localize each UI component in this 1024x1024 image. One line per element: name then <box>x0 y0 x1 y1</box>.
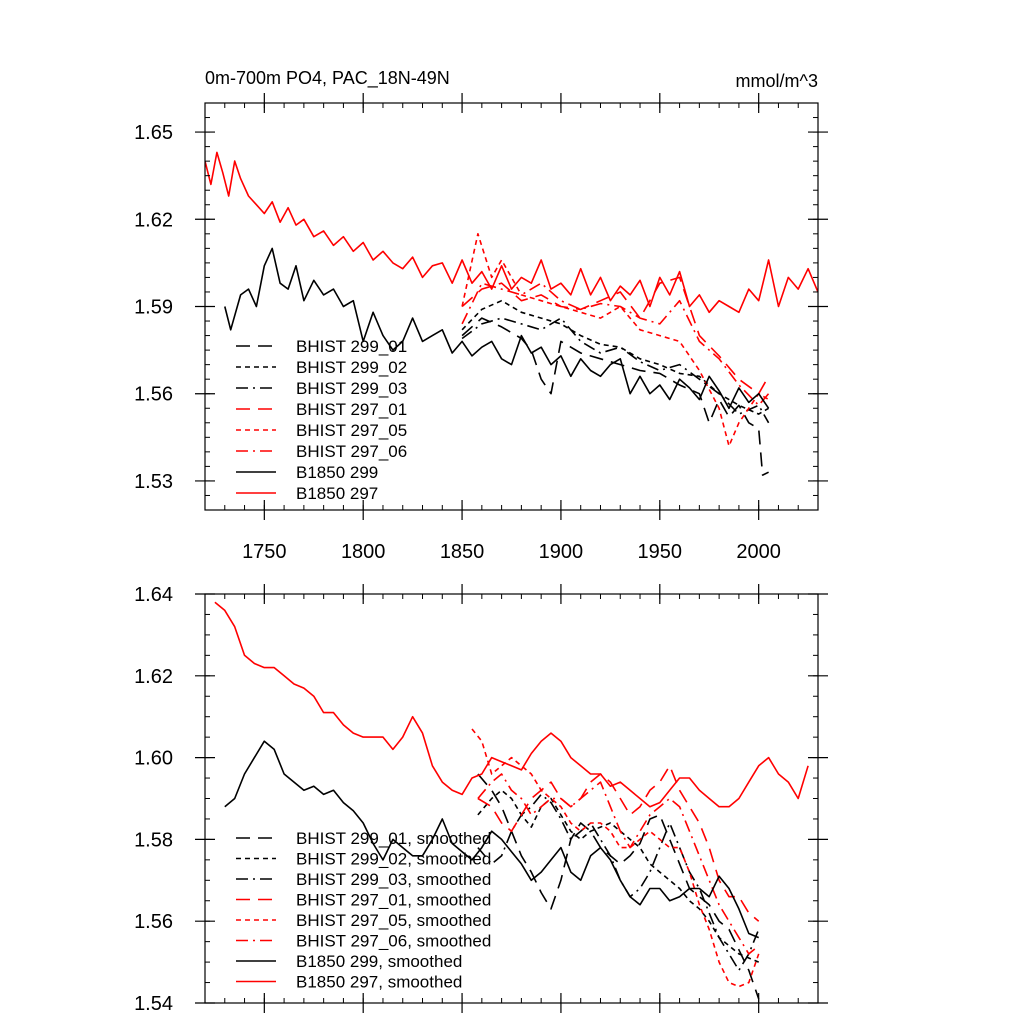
x-tick-label: 1750 <box>242 541 287 563</box>
x-tick-label: 1900 <box>539 541 584 563</box>
y-tick-label: 1.62 <box>134 666 173 688</box>
legend-label: BHIST 297_01 <box>296 400 407 419</box>
legend-label: B1850 297 <box>296 484 378 503</box>
top-panel: 0m-700m PO4, PAC_18N-49N mmol/m^3 1750 18… <box>134 68 828 563</box>
y-tick-label: 1.60 <box>134 748 173 770</box>
legend-label: BHIST 299_01, smoothed <box>296 829 491 848</box>
y-tick-label: 1.62 <box>134 209 173 231</box>
x-tick-label: 1950 <box>638 541 683 563</box>
legend-label: BHIST 297_05 <box>296 421 407 440</box>
bottom-panel: 1.54 1.56 1.58 1.60 1.62 1.64 BHIST 299_01, sm… <box>134 584 828 1015</box>
legend-label: BHIST 299_02 <box>296 358 407 377</box>
series-line-2 <box>461 299 770 415</box>
top-plot-area: 1750 1800 1850 1900 1950 2000 1.53 1.56 1.59 1.62… <box>134 93 828 563</box>
series-line-2 <box>477 789 760 963</box>
series-group <box>205 151 818 476</box>
legend-label: BHIST 297_06 <box>296 442 407 461</box>
series-line-7 <box>224 247 770 410</box>
series-line-8 <box>214 601 809 808</box>
series-line-1 <box>461 317 769 476</box>
series-line-6 <box>461 282 770 407</box>
x-tick-label: 1850 <box>440 541 485 563</box>
series-line-4 <box>461 276 770 395</box>
x-tick-label: 1800 <box>341 541 386 563</box>
series-line-8 <box>205 151 818 314</box>
y-tick-label: 1.59 <box>134 297 173 319</box>
legend-label: BHIST 297_01, smoothed <box>296 891 491 910</box>
series-line-3 <box>461 317 770 424</box>
bottom-plot-area: 1.54 1.56 1.58 1.60 1.62 1.64 BHIST 299_01, sm… <box>134 584 828 1015</box>
legend: BHIST 299_01 BHIST 299_02 BHIST 299_03 BHIS… <box>236 337 407 503</box>
legend-label: BHIST 297_05, smoothed <box>296 911 491 930</box>
y-tick-label: 1.56 <box>134 384 173 406</box>
y-tick-label: 1.53 <box>134 471 173 493</box>
legend-label: BHIST 297_06, smoothed <box>296 932 491 951</box>
y-tick-label: 1.65 <box>134 122 173 144</box>
legend-label: BHIST 299_03 <box>296 379 407 398</box>
legend-label: BHIST 299_03, smoothed <box>296 870 491 889</box>
series-line-3 <box>477 793 760 972</box>
top-panel-title: 0m-700m PO4, PAC_18N-49N <box>205 68 450 89</box>
legend-label: B1850 299, smoothed <box>296 952 462 971</box>
series-line-4 <box>477 764 760 922</box>
top-panel-units: mmol/m^3 <box>736 71 818 91</box>
y-tick-label: 1.56 <box>134 911 173 933</box>
legend-label: B1850 297, smoothed <box>296 973 462 992</box>
series-line-7 <box>224 740 760 939</box>
y-tick-label: 1.58 <box>134 829 173 851</box>
legend-label: BHIST 299_02, smoothed <box>296 850 491 869</box>
legend: BHIST 299_01, smoothed BHIST 299_02, smoo… <box>236 829 491 992</box>
legend-label: BHIST 299_01 <box>296 337 407 356</box>
series-line-5 <box>471 728 760 988</box>
y-tick-label: 1.64 <box>134 584 173 606</box>
x-tick-label: 2000 <box>736 541 781 563</box>
series-group <box>214 601 809 1000</box>
legend-label: B1850 299 <box>296 463 378 482</box>
y-tick-label: 1.54 <box>134 993 173 1015</box>
